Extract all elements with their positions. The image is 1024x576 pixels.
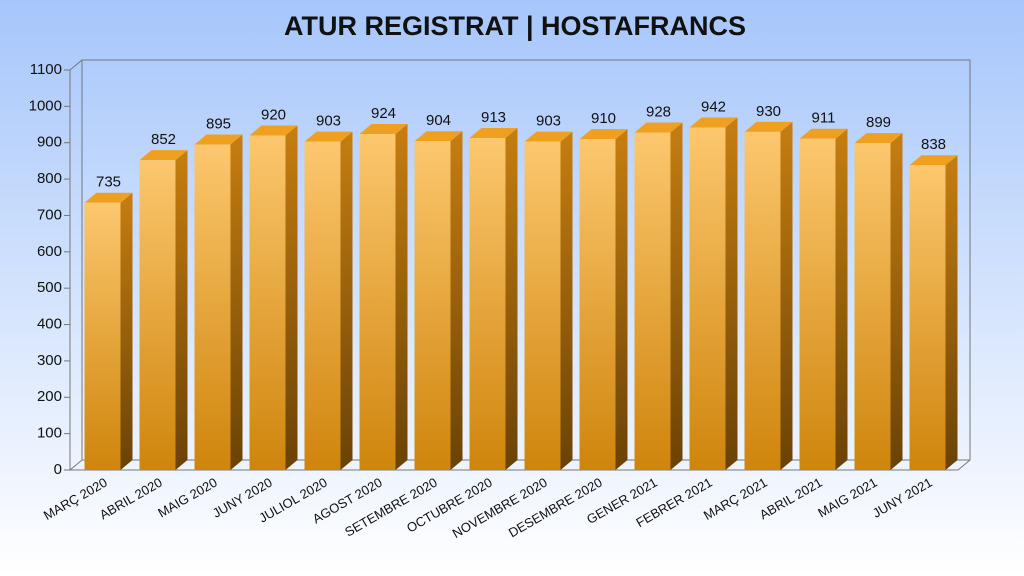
data-label: 904 bbox=[426, 112, 451, 129]
bar bbox=[84, 202, 121, 470]
bar bbox=[579, 139, 616, 470]
y-tick-label: 200 bbox=[37, 388, 62, 405]
bar bbox=[414, 141, 451, 471]
bar-top bbox=[469, 128, 518, 138]
bar bbox=[854, 143, 891, 470]
y-tick-label: 600 bbox=[37, 243, 62, 260]
bar-side bbox=[560, 131, 573, 471]
bar-side bbox=[285, 125, 298, 471]
data-label: 903 bbox=[536, 113, 561, 130]
y-tick-label: 0 bbox=[54, 461, 62, 478]
bar bbox=[194, 144, 231, 470]
bar bbox=[909, 165, 946, 471]
bar-top bbox=[634, 122, 683, 133]
data-label: 930 bbox=[756, 103, 781, 120]
bar-side bbox=[340, 131, 353, 471]
bar-side bbox=[835, 128, 848, 470]
data-label: 911 bbox=[812, 110, 836, 127]
chart-title: ATUR REGISTRAT | HOSTAFRANCS bbox=[284, 11, 746, 41]
bar bbox=[744, 131, 781, 470]
bar bbox=[304, 141, 341, 471]
data-label: 838 bbox=[921, 136, 946, 153]
bar-top bbox=[744, 121, 793, 132]
bar-side bbox=[395, 124, 408, 470]
data-label: 913 bbox=[481, 109, 506, 126]
data-label: 920 bbox=[261, 106, 286, 123]
bar bbox=[359, 134, 396, 470]
y-tick-label: 1100 bbox=[30, 61, 62, 78]
bar-top bbox=[689, 117, 738, 128]
bar-side bbox=[725, 117, 738, 471]
y-tick-label: 300 bbox=[37, 352, 62, 369]
data-label: 910 bbox=[591, 110, 616, 127]
data-label: 924 bbox=[371, 105, 396, 122]
bar-top bbox=[414, 131, 463, 142]
data-label: 852 bbox=[151, 131, 176, 148]
data-label: 903 bbox=[316, 113, 341, 130]
y-tick-label: 400 bbox=[37, 316, 62, 333]
bar-top bbox=[249, 125, 298, 136]
bar-top bbox=[799, 128, 848, 139]
floor-corner bbox=[69, 459, 83, 471]
bar bbox=[634, 132, 671, 470]
bar bbox=[139, 160, 176, 470]
bar-top bbox=[854, 133, 903, 144]
data-label: 928 bbox=[646, 104, 671, 121]
bar-top bbox=[139, 150, 188, 161]
data-label: 895 bbox=[206, 116, 231, 133]
bar-side bbox=[615, 129, 628, 470]
bar-top bbox=[194, 134, 243, 145]
data-label: 942 bbox=[701, 98, 726, 115]
y-tick-label: 100 bbox=[37, 425, 62, 442]
bar-side bbox=[120, 192, 133, 470]
bar-side bbox=[670, 122, 683, 470]
y-tick-label: 500 bbox=[37, 279, 62, 296]
bar-side bbox=[780, 121, 793, 471]
bar bbox=[249, 135, 286, 471]
bar-side bbox=[505, 128, 518, 470]
bar-side bbox=[450, 131, 463, 471]
bar-top bbox=[304, 131, 353, 142]
data-label: 899 bbox=[866, 114, 891, 131]
bar-top bbox=[909, 155, 958, 166]
bar bbox=[469, 138, 506, 470]
bar-side bbox=[175, 150, 188, 470]
bar-top bbox=[579, 129, 628, 140]
bar-side bbox=[890, 133, 903, 470]
bar-top bbox=[524, 131, 573, 142]
bar bbox=[689, 127, 726, 471]
bar bbox=[524, 141, 561, 471]
y-tick-label: 700 bbox=[37, 206, 62, 223]
y-tick-label: 1000 bbox=[29, 97, 62, 114]
bar-side bbox=[945, 155, 958, 471]
bar-top bbox=[359, 124, 408, 134]
y-tick-label: 900 bbox=[37, 134, 62, 151]
data-label: 735 bbox=[96, 174, 121, 191]
bar-top bbox=[84, 192, 133, 203]
bar bbox=[799, 138, 836, 470]
bar-side bbox=[230, 134, 243, 470]
y-tick-label: 800 bbox=[37, 170, 62, 187]
